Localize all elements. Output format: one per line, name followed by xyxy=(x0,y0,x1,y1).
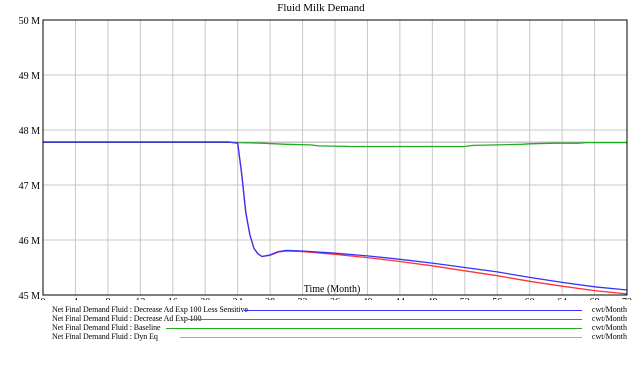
legend-unit: cwt/Month xyxy=(591,314,627,323)
legend-item: Net Final Demand Fluid : Dyn Eq cwt/Month xyxy=(0,332,641,342)
legend-label: Net Final Demand Fluid : Baseline xyxy=(52,323,161,332)
legend-swatch xyxy=(244,310,582,311)
x-tick-label: 68 xyxy=(590,297,600,300)
plot-frame xyxy=(42,19,628,296)
x-tick-label: 56 xyxy=(492,297,502,300)
legend-swatch xyxy=(188,319,582,320)
legend-label: Net Final Demand Fluid : Decrease Ad Exp… xyxy=(52,314,202,323)
x-tick-label: 16 xyxy=(168,297,178,300)
x-tick-label: 48 xyxy=(427,297,437,300)
legend-item: Net Final Demand Fluid : Decrease Ad Exp… xyxy=(0,305,641,315)
x-tick-label: 28 xyxy=(265,297,275,300)
legend-unit: cwt/Month xyxy=(591,332,627,341)
legend-item: Net Final Demand Fluid : Decrease Ad Exp… xyxy=(0,314,641,324)
x-tick-label: 4 xyxy=(73,297,78,300)
y-tick-label: 50 M xyxy=(19,16,41,27)
x-axis-label: Time (Month) xyxy=(304,284,361,295)
chart-svg: Fluid Milk Demand 0481216202428323640444… xyxy=(19,2,632,300)
y-tick-label: 46 M xyxy=(19,236,41,247)
x-tick-label: 64 xyxy=(557,297,567,300)
x-tick-label: 20 xyxy=(200,297,210,300)
y-tick-label: 47 M xyxy=(19,181,41,192)
y-tick-label: 45 M xyxy=(19,291,41,300)
legend-item: Net Final Demand Fluid : Baseline cwt/Mon… xyxy=(0,323,641,333)
x-tick-label: 32 xyxy=(298,297,308,300)
x-tick-label: 12 xyxy=(135,297,145,300)
legend-unit: cwt/Month xyxy=(591,305,627,314)
legend-swatch xyxy=(180,337,582,338)
x-tick-label: 8 xyxy=(105,297,110,300)
x-tick-label: 72 xyxy=(622,297,632,300)
tick-labels: 0481216202428323640444852566064687245 M4… xyxy=(19,16,632,300)
x-tick-label: 40 xyxy=(362,297,372,300)
x-tick-label: 52 xyxy=(460,297,470,300)
y-tick-label: 48 M xyxy=(19,126,41,137)
legend-swatch xyxy=(166,328,582,329)
x-tick-label: 24 xyxy=(233,297,243,300)
series-layer xyxy=(43,141,628,295)
x-tick-label: 60 xyxy=(525,297,535,300)
x-tick-label: 36 xyxy=(330,297,340,300)
legend-unit: cwt/Month xyxy=(591,323,627,332)
y-tick-label: 49 M xyxy=(19,71,41,82)
series-line-2 xyxy=(43,141,627,148)
legend-label: Net Final Demand Fluid : Decrease Ad Exp… xyxy=(52,305,248,314)
legend-label: Net Final Demand Fluid : Dyn Eq xyxy=(52,332,158,341)
series-line-0 xyxy=(43,141,628,291)
chart-title: Fluid Milk Demand xyxy=(277,2,365,14)
x-tick-label: 44 xyxy=(395,297,405,300)
x-tick-label: 0 xyxy=(41,297,46,300)
